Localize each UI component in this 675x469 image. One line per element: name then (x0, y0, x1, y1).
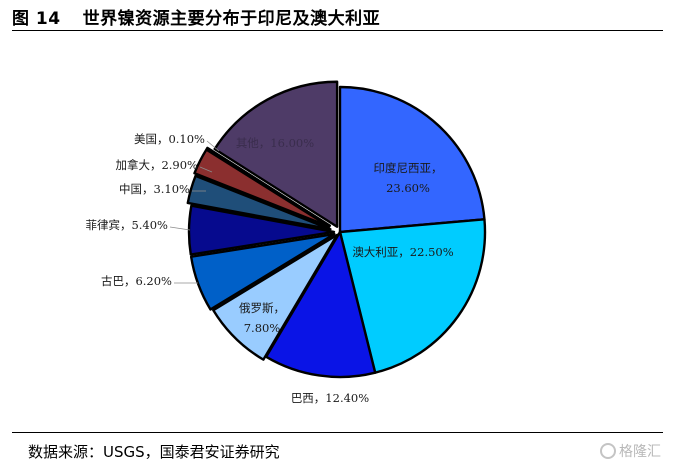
watermark: 格隆汇 (600, 441, 661, 461)
pie-slice-2 (338, 218, 487, 374)
data-label-6: 菲律宾，5.40% (85, 218, 168, 232)
data-label-1: 印度尼西亚， 23.60% (374, 161, 443, 195)
figure-number: 图 14 (12, 9, 61, 29)
data-label-7: 中国，3.10% (119, 182, 190, 196)
data-label-9: 美国，0.10% (134, 132, 205, 146)
leader-line-6 (169, 226, 191, 231)
pie-slice-9 (205, 146, 332, 227)
data-label-3: 巴西，12.40% (291, 391, 369, 405)
leader-line-9 (206, 140, 220, 152)
source-note: 数据来源：USGS，国泰君安证券研究 (28, 443, 280, 461)
watermark-logo-icon (600, 443, 616, 459)
figure-title-text: 世界镍资源主要分布于印尼及澳大利亚 (82, 9, 381, 29)
figure-title: 图 14 世界镍资源主要分布于印尼及澳大利亚 (12, 4, 380, 29)
data-label-2: 澳大利亚，22.50% (352, 245, 453, 259)
data-label-8: 加拿大，2.90% (115, 158, 198, 172)
pie-slice-7 (186, 174, 332, 231)
pie-slice-1 (338, 85, 486, 234)
pie-slice-10 (213, 80, 339, 228)
top-rule (12, 30, 663, 31)
bottom-rule (12, 432, 663, 433)
data-label-10: 其他，16.00% (236, 136, 314, 150)
pie-slice-4 (212, 233, 339, 361)
pie-chart: 印度尼西亚， 23.60% 澳大利亚，22.50% 巴西，12.40% 俄罗斯， 7.80… (85, 80, 487, 405)
leader-line-8 (199, 166, 213, 173)
data-label-4: 俄罗斯， 7.80% (239, 301, 285, 335)
watermark-text: 格隆汇 (619, 444, 661, 460)
pie-slice-5 (189, 232, 336, 311)
data-label-5: 古巴，6.20% (101, 274, 172, 288)
pie-slice-3 (264, 230, 377, 379)
